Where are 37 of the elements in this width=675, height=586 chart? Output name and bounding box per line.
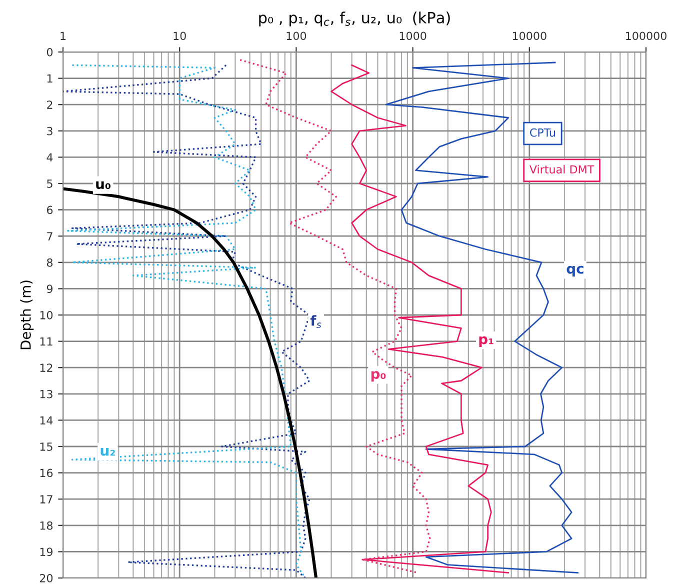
y-tick-label: 14 (40, 416, 53, 424)
x-tick-label: 1000 (400, 32, 426, 40)
y-axis-title: Depth (m) (20, 280, 34, 350)
series-label: u₀ (96, 181, 110, 190)
x-tick-label: 1 (60, 32, 66, 40)
y-tick-label: 6 (46, 206, 53, 214)
y-tick-label: 8 (46, 258, 53, 267)
x-tick-label: 10 (174, 32, 186, 40)
annotation: Virtual DMT (529, 164, 594, 174)
y-tick-label: 17 (40, 495, 52, 504)
y-tick-label: 7 (47, 232, 52, 240)
y-tick-label: 3 (47, 126, 52, 136)
y-tick-label: 15 (40, 442, 52, 451)
annotation: CPTu (530, 128, 555, 137)
y-tick-label: 12 (40, 364, 52, 372)
y-tick-label: 4 (46, 153, 53, 162)
y-tick-label: 13 (40, 390, 52, 398)
y-tick-label: 9 (46, 284, 52, 294)
x-tick-label: 100 (286, 32, 306, 40)
y-tick-label: 18 (40, 521, 53, 530)
y-tick-label: 10 (40, 310, 53, 320)
y-tick-label: 16 (40, 468, 53, 478)
series-label: p₀ (371, 371, 386, 382)
series-label: f$_{s}$ (310, 315, 322, 328)
y-tick-label: 0 (46, 48, 53, 56)
y-tick-label: 5 (47, 180, 52, 188)
series-label: qc (566, 266, 584, 276)
x-tick-label: 10000 (512, 32, 546, 40)
series-label: u₂ (100, 448, 115, 456)
x-tick-label: 100000 (626, 32, 666, 40)
y-tick-label: 20 (40, 574, 53, 582)
y-tick-label: 11 (40, 337, 52, 346)
y-tick-label: 1 (47, 74, 52, 83)
x-axis-title: p₀ , p₁, q$_{c}$, f$_{s}$, u₂, u₀ (kPa) (259, 12, 450, 26)
y-tick-label: 19 (40, 548, 52, 556)
y-tick-label: 2 (47, 100, 52, 109)
series-label: p₁ (479, 336, 494, 347)
